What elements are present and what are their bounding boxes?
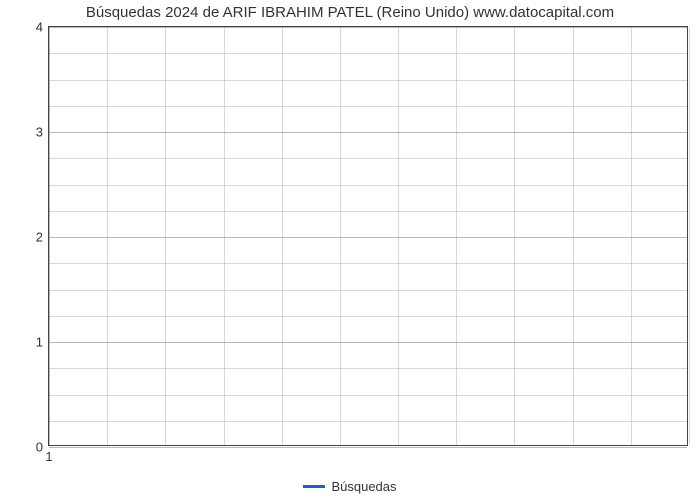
chart-title: Búsquedas 2024 de ARIF IBRAHIM PATEL (Re…: [0, 4, 700, 21]
y-gridline-major: [49, 132, 687, 133]
y-gridline-minor: [49, 80, 687, 81]
x-gridline-minor: [107, 27, 108, 445]
y-gridline-minor: [49, 158, 687, 159]
y-tick-label: 3: [36, 125, 49, 140]
y-gridline-minor: [49, 106, 687, 107]
x-gridline-minor: [340, 27, 341, 445]
plot-area: 012341: [48, 26, 688, 446]
y-gridline-major: [49, 27, 687, 28]
y-gridline-minor: [49, 185, 687, 186]
y-gridline-minor: [49, 316, 687, 317]
chart-container: Búsquedas 2024 de ARIF IBRAHIM PATEL (Re…: [0, 0, 700, 500]
y-gridline-minor: [49, 263, 687, 264]
y-tick-label: 2: [36, 230, 49, 245]
y-gridline-major: [49, 342, 687, 343]
x-gridline-major: [49, 27, 50, 445]
x-gridline-minor: [224, 27, 225, 445]
x-gridline-minor: [631, 27, 632, 445]
y-gridline-major: [49, 237, 687, 238]
legend: Búsquedas: [0, 478, 700, 494]
y-gridline-minor: [49, 290, 687, 291]
y-tick-label: 4: [36, 20, 49, 35]
y-gridline-minor: [49, 53, 687, 54]
y-gridline-minor: [49, 368, 687, 369]
legend-swatch: [303, 485, 325, 488]
x-gridline-minor: [165, 27, 166, 445]
y-gridline-major: [49, 447, 687, 448]
y-gridline-minor: [49, 395, 687, 396]
x-gridline-minor: [398, 27, 399, 445]
legend-label: Búsquedas: [331, 479, 396, 494]
x-gridline-minor: [573, 27, 574, 445]
y-tick-label: 1: [36, 335, 49, 350]
x-gridline-minor: [689, 27, 690, 445]
y-gridline-minor: [49, 211, 687, 212]
x-tick-label: 1: [45, 445, 52, 464]
x-gridline-minor: [282, 27, 283, 445]
y-gridline-minor: [49, 421, 687, 422]
x-gridline-minor: [514, 27, 515, 445]
x-gridline-minor: [456, 27, 457, 445]
